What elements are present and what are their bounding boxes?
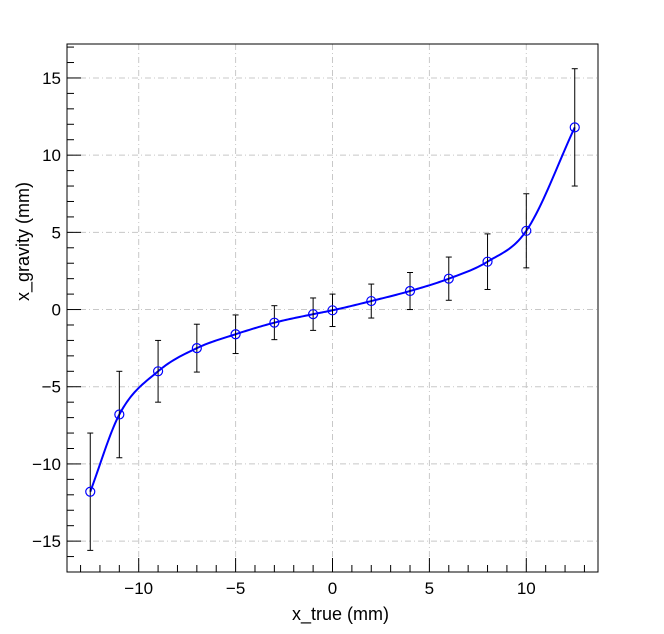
- y-axis: −15 −10 −5 0 5 10 15: [32, 46, 81, 573]
- y-tick-label: −10: [32, 455, 61, 474]
- data-point: [269, 317, 280, 328]
- y-tick-label: −5: [42, 378, 61, 397]
- x-tick-label: 0: [328, 579, 337, 598]
- y-tick-label: 5: [52, 223, 61, 242]
- data-point: [191, 343, 202, 354]
- data-point: [569, 122, 580, 133]
- data-point: [327, 305, 338, 316]
- data-point: [521, 225, 532, 236]
- x-tick-label: 5: [425, 579, 434, 598]
- x-axis: −10 −5 0 5 10: [80, 558, 585, 598]
- y-axis-title: x_gravity (mm): [13, 182, 34, 301]
- data-point: [366, 295, 377, 307]
- y-tick-label: 15: [42, 69, 61, 88]
- errorbar-group: [87, 68, 578, 551]
- x-tick-label: 10: [517, 579, 536, 598]
- x-axis-title: x_true (mm): [292, 604, 389, 625]
- y-tick-label: −15: [32, 532, 61, 551]
- data-point: [308, 309, 319, 320]
- x-tick-label: −5: [226, 579, 245, 598]
- data-point: [443, 273, 454, 284]
- fit-curve-group: [89, 126, 576, 493]
- data-point-group: [85, 122, 580, 497]
- data-point: [482, 256, 493, 267]
- data-point: [152, 366, 164, 377]
- data-point: [230, 329, 241, 340]
- data-point: [404, 285, 416, 297]
- data-point: [114, 409, 125, 420]
- y-tick-label: 10: [42, 146, 61, 165]
- x-tick-label: −10: [124, 579, 153, 598]
- data-point: [85, 486, 96, 497]
- fit-curve: [89, 126, 576, 493]
- y-tick-label: 0: [52, 301, 61, 320]
